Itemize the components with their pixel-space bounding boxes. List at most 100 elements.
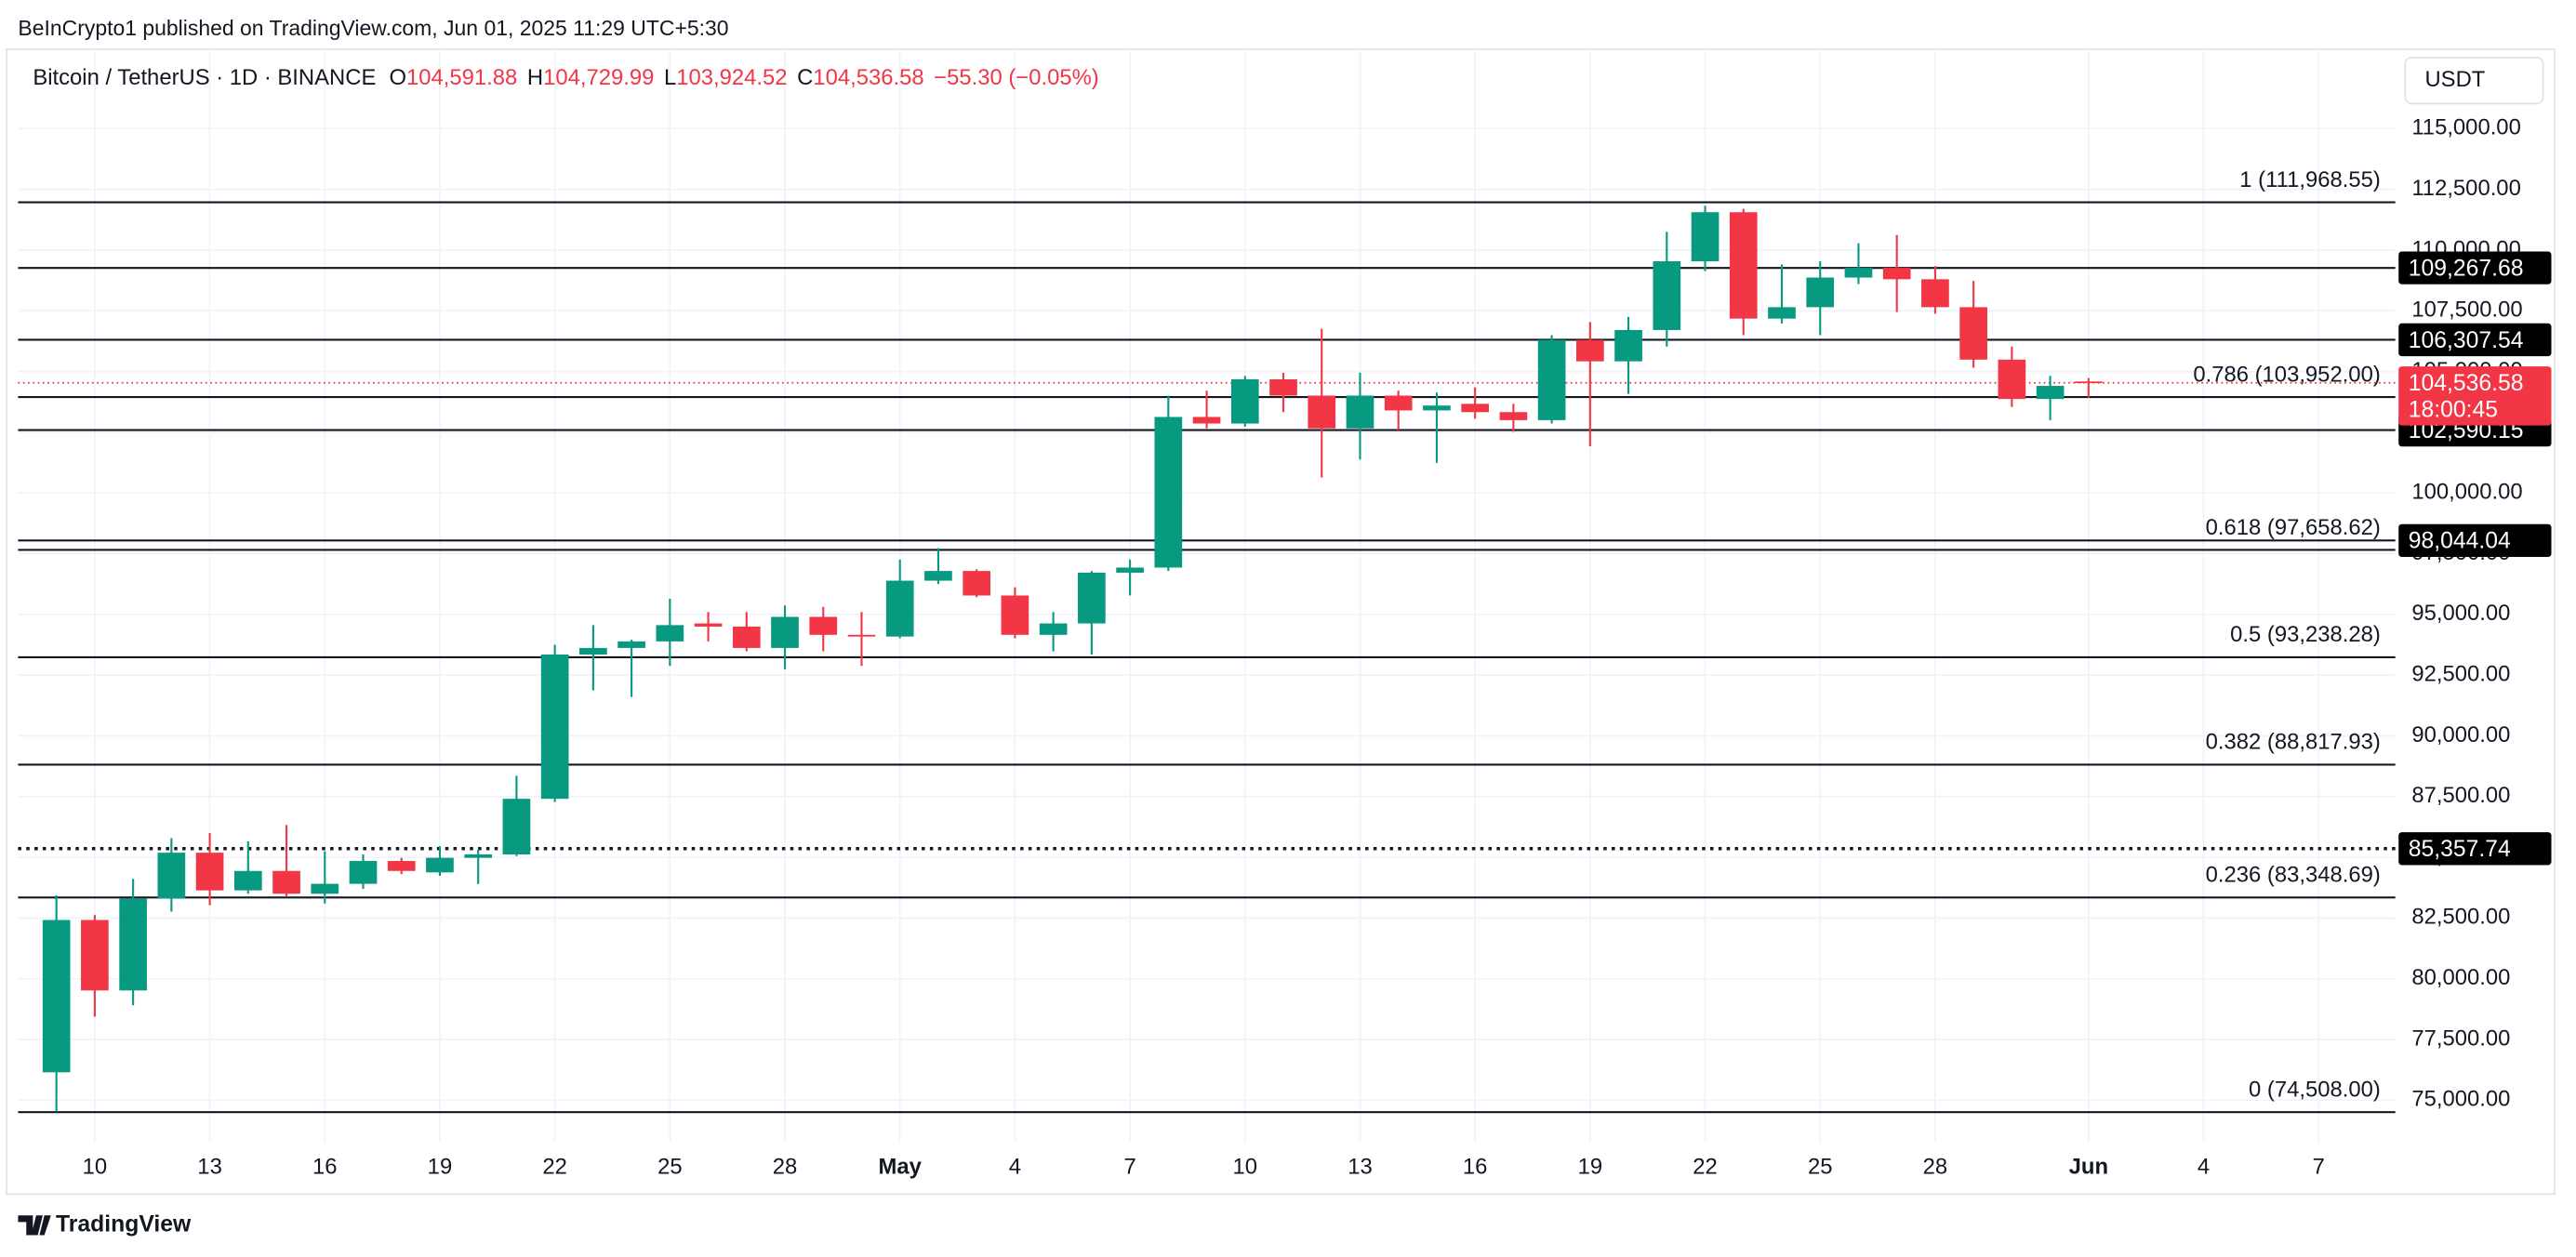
candle-body xyxy=(617,641,645,648)
candle-body xyxy=(387,861,416,871)
candle-body xyxy=(1499,412,1528,420)
candle-body xyxy=(924,571,952,581)
candle-body xyxy=(42,920,71,1073)
candle-body xyxy=(1844,268,1873,278)
candle-body xyxy=(1882,268,1911,280)
candle-body xyxy=(349,861,378,884)
candle-body xyxy=(1691,212,1720,262)
brand-name: TradingView xyxy=(56,1211,192,1237)
y-tick-label: 112,500.00 xyxy=(2411,176,2521,201)
x-tick-label: 10 xyxy=(83,1154,108,1179)
symbol-legend: Bitcoin / TetherUS · 1D · BINANCE O104,59… xyxy=(33,65,1098,90)
candle-body xyxy=(233,870,262,891)
x-tick-label: Jun xyxy=(2069,1154,2108,1179)
candle-body xyxy=(1576,339,1604,362)
last-price-label: 104,536.58 xyxy=(2409,371,2524,396)
y-tick-label: 75,000.00 xyxy=(2411,1087,2510,1112)
x-tick-label: 10 xyxy=(1233,1154,1258,1179)
publisher-note: BeInCrypto1 published on TradingView.com… xyxy=(18,16,728,40)
y-tick-label: 100,000.00 xyxy=(2411,480,2522,505)
candle-body xyxy=(1729,212,1758,319)
candle-body xyxy=(502,799,531,854)
x-tick-label: 7 xyxy=(2313,1154,2325,1179)
level-tag xyxy=(2398,251,2552,284)
candle-body xyxy=(1116,567,1144,573)
candle-body xyxy=(272,870,300,894)
x-tick-label: 16 xyxy=(1463,1154,1488,1179)
level-tag-label: 109,267.68 xyxy=(2409,256,2524,281)
candle-body xyxy=(1039,623,1068,635)
currency-label[interactable]: USDT xyxy=(2424,67,2485,92)
candle-body xyxy=(732,626,761,648)
level-tag-label: 106,307.54 xyxy=(2409,328,2524,353)
candle-body xyxy=(119,898,147,991)
candles xyxy=(42,205,2103,1112)
ohlc-key: L xyxy=(664,65,676,90)
x-tick-label: 19 xyxy=(428,1154,453,1179)
x-tick-label: 28 xyxy=(1923,1154,1948,1179)
candle-body xyxy=(809,616,838,635)
x-tick-label: 25 xyxy=(1808,1154,1833,1179)
x-tick-label: 4 xyxy=(2198,1154,2210,1179)
x-tick-label: 13 xyxy=(197,1154,222,1179)
candle-body xyxy=(1308,395,1336,429)
level-tag xyxy=(2398,523,2552,558)
ohlc-value: 103,924.52 xyxy=(676,65,787,90)
candle-body xyxy=(1192,417,1221,424)
level-tag-label: 85,357.74 xyxy=(2409,837,2511,862)
candle-body xyxy=(2036,386,2065,400)
x-tick-label: 7 xyxy=(1123,1154,1135,1179)
candle-body xyxy=(1614,329,1642,362)
x-tick-label: 28 xyxy=(773,1154,798,1179)
candle-body xyxy=(963,571,991,596)
x-tick-label: 4 xyxy=(1009,1154,1021,1179)
x-tick-label: 19 xyxy=(1578,1154,1603,1179)
y-tick-label: 115,000.00 xyxy=(2411,115,2521,140)
candle-body xyxy=(1537,339,1566,420)
candle-body xyxy=(195,853,224,891)
brand-logo[interactable]: TradingView xyxy=(18,1211,192,1237)
candle-body xyxy=(1269,378,1297,396)
currency-button[interactable] xyxy=(2404,56,2544,105)
candle-body xyxy=(1154,417,1183,568)
chart-frame xyxy=(6,48,2556,1196)
x-tick-label: 25 xyxy=(657,1154,683,1179)
ohlc-value: 104,536.58 xyxy=(813,65,923,90)
brand-icon xyxy=(18,1215,51,1236)
fib-label: 0.382 (88,817.93) xyxy=(2206,730,2381,755)
y-tick-label: 82,500.00 xyxy=(2411,905,2510,930)
x-tick-label: 16 xyxy=(312,1154,338,1179)
fib-label: 0 (74,508.00) xyxy=(2249,1078,2381,1103)
candle-body xyxy=(1078,572,1106,624)
candle-body xyxy=(1001,595,1029,635)
ohlc-key: O xyxy=(389,65,406,90)
candle-body xyxy=(1768,307,1796,319)
candle-body xyxy=(464,853,493,858)
candle-body xyxy=(1998,359,2026,400)
candle-body xyxy=(81,920,109,991)
ohlc-key: H xyxy=(527,65,543,90)
level-tag-label: 98,044.04 xyxy=(2409,529,2511,554)
x-tick-label: 22 xyxy=(1693,1154,1718,1179)
change-value: −55.30 (−0.05%) xyxy=(934,65,1099,90)
candle-body xyxy=(1423,405,1451,411)
y-tick-label: 92,500.00 xyxy=(2411,661,2510,686)
candle-body xyxy=(2074,381,2103,384)
candle-body xyxy=(694,623,723,627)
candle-body xyxy=(1461,404,1490,413)
candle-body xyxy=(656,625,684,642)
y-tick-label: 90,000.00 xyxy=(2411,722,2510,748)
last-price-tag xyxy=(2398,366,2552,426)
x-tick-label: 13 xyxy=(1348,1154,1373,1179)
candle-body xyxy=(885,580,914,637)
fib-label: 0.618 (97,658.62) xyxy=(2206,515,2381,540)
candle-body xyxy=(426,857,454,873)
candle-body xyxy=(1346,395,1374,429)
candle-body xyxy=(157,853,186,899)
candle-body xyxy=(1230,378,1259,424)
y-tick-label: 107,500.00 xyxy=(2411,298,2522,323)
